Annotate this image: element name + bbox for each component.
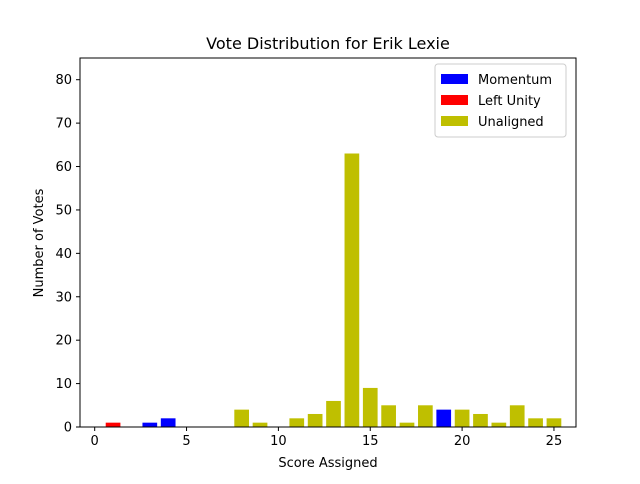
x-tick-label: 15 — [362, 434, 379, 449]
legend-label-left-unity: Left Unity — [478, 94, 541, 109]
bar-unaligned-14 — [344, 153, 360, 427]
y-tick-label: 10 — [55, 377, 72, 392]
y-tick-label: 50 — [55, 203, 72, 218]
x-axis-label: Score Assigned — [278, 456, 377, 471]
y-tick-label: 30 — [55, 290, 72, 305]
bar-unaligned-13 — [326, 400, 341, 427]
bar-unaligned-18 — [418, 405, 433, 427]
axes-group: 0 5 10 15 20 25 0 10 20 30 40 50 60 70 80 — [55, 57, 577, 449]
bar-unaligned-21 — [473, 413, 488, 427]
legend-swatch-momentum — [441, 74, 468, 84]
y-tick-label: 60 — [55, 160, 72, 175]
bar-unaligned-8 — [234, 409, 250, 427]
x-tick-label: 0 — [91, 434, 99, 449]
bar-unaligned-23 — [509, 405, 525, 427]
legend-label-unaligned: Unaligned — [478, 115, 544, 130]
bar-momentum-19 — [436, 409, 452, 427]
x-tick-label: 5 — [182, 434, 190, 449]
bar-unaligned-12 — [307, 413, 323, 427]
plot-frame — [79, 57, 577, 428]
y-tick-label: 70 — [55, 117, 72, 132]
bar-left-unity-1 — [105, 422, 121, 427]
bar-momentum-3 — [142, 422, 158, 427]
bar-unaligned-15 — [362, 387, 378, 427]
bar-unaligned-9 — [252, 422, 268, 427]
legend-swatch-left-unity — [441, 95, 468, 105]
bar-unaligned-16 — [381, 405, 396, 427]
y-axis-label: Number of Votes — [32, 188, 47, 297]
bar-unaligned-24 — [528, 418, 543, 427]
x-tick-label: 20 — [454, 434, 471, 449]
y-tick-label: 40 — [55, 247, 72, 262]
bar-unaligned-22 — [491, 422, 507, 427]
x-tick-label: 10 — [270, 434, 287, 449]
bars-group — [105, 153, 562, 427]
y-tick-label: 0 — [64, 421, 72, 436]
bar-unaligned-25 — [546, 418, 562, 427]
x-tick-label: 25 — [546, 434, 563, 449]
legend-swatch-unaligned — [441, 116, 468, 126]
bar-unaligned-11 — [289, 418, 305, 427]
legend: Momentum Left Unity Unaligned — [434, 63, 567, 138]
bar-unaligned-20 — [454, 409, 470, 427]
chart-title: Vote Distribution for Erik Lexie — [206, 34, 450, 53]
y-tick-label: 20 — [55, 334, 72, 349]
legend-label-momentum: Momentum — [478, 73, 552, 88]
y-tick-label: 80 — [55, 73, 72, 88]
bar-unaligned-17 — [399, 422, 415, 427]
bar-momentum-4 — [160, 418, 176, 427]
